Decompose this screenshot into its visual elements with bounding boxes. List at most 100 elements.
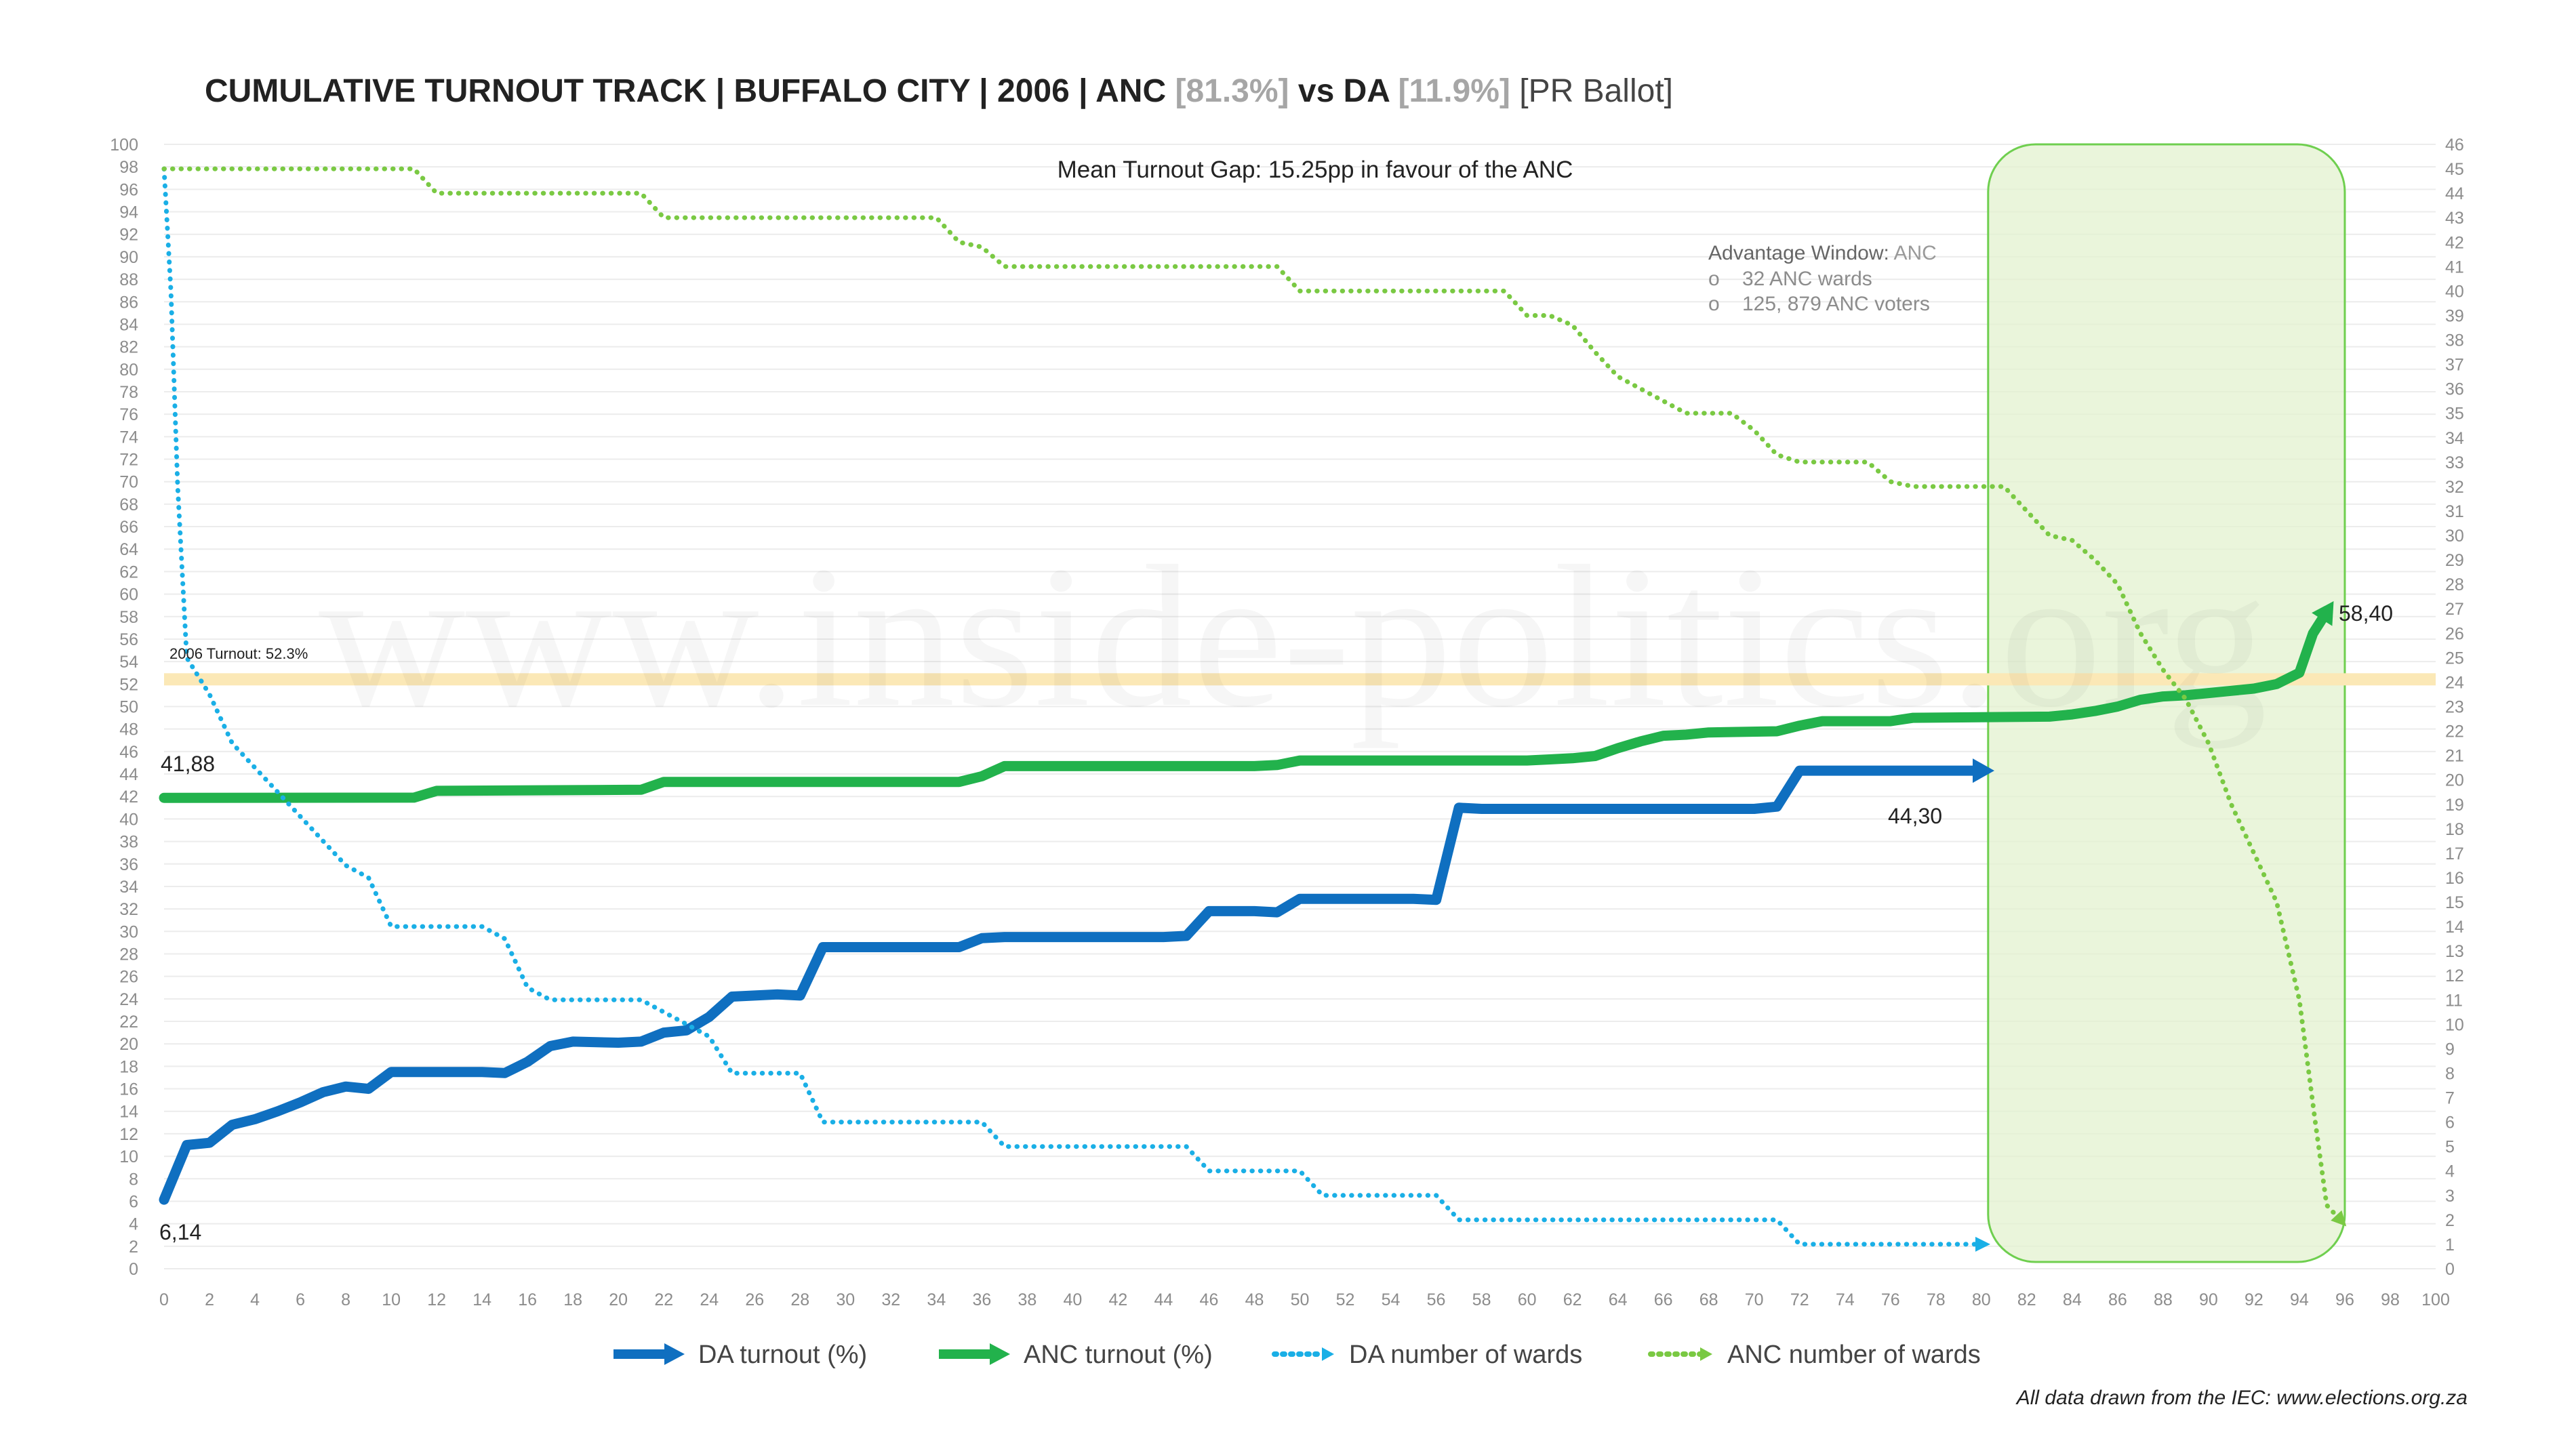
series-line-anc-turnout (159, 607, 2332, 803)
x-tick-label: 38 (1018, 1290, 1037, 1309)
right-tick-label: 10 (2445, 1015, 2464, 1034)
right-tick-label: 42 (2445, 233, 2464, 252)
x-tick-label: 62 (1563, 1290, 1582, 1309)
left-tick-label: 72 (119, 451, 138, 470)
x-tick-label: 90 (2199, 1290, 2218, 1309)
right-tick-label: 31 (2445, 502, 2464, 521)
left-tick-label: 54 (119, 653, 138, 672)
right-tick-label: 12 (2445, 966, 2464, 985)
x-tick-label: 74 (1836, 1290, 1855, 1309)
x-tick-label: 100 (2421, 1290, 2450, 1309)
left-tick-label: 12 (119, 1125, 138, 1144)
series-arrow-da-number-of-wards (1975, 1236, 1990, 1252)
left-tick-label: 48 (119, 720, 138, 739)
x-tick-label: 44 (1154, 1290, 1173, 1309)
turnout-reference-line (164, 673, 2436, 686)
da-end-label: 44,30 (1888, 804, 1942, 828)
legend-arrow-icon (1700, 1347, 1712, 1361)
right-tick-label: 41 (2445, 258, 2464, 277)
x-tick-label: 60 (1518, 1290, 1537, 1309)
da-start-label: 6,14 (159, 1220, 201, 1244)
reference-line-label: 2006 Turnout: 52.3% (169, 645, 308, 662)
left-tick-label: 90 (119, 248, 138, 267)
series-arrow-anc-number-of-wards (2331, 1210, 2347, 1227)
right-tick-label: 13 (2445, 942, 2464, 961)
title-suffix: [PR Ballot] (1510, 73, 1673, 109)
title-main: CUMULATIVE TURNOUT TRACK | BUFFALO CITY … (205, 73, 1175, 109)
left-tick-label: 46 (119, 743, 138, 762)
x-tick-label: 18 (563, 1290, 582, 1309)
reference-line-band (164, 673, 2436, 686)
right-tick-label: 6 (2445, 1114, 2455, 1132)
left-tick-label: 28 (119, 945, 138, 964)
x-tick-label: 30 (836, 1290, 855, 1309)
right-tick-label: 5 (2445, 1138, 2455, 1157)
left-tick-label: 64 (119, 540, 138, 559)
left-tick-label: 44 (119, 765, 138, 784)
x-tick-label: 86 (2108, 1290, 2127, 1309)
right-tick-label: 43 (2445, 209, 2464, 228)
right-tick-label: 0 (2445, 1260, 2455, 1279)
anc-start-label: 41,88 (161, 752, 215, 776)
right-tick-label: 1 (2445, 1236, 2455, 1254)
right-tick-label: 24 (2445, 673, 2464, 692)
x-tick-label: 24 (700, 1290, 719, 1309)
chart-subtitle: Mean Turnout Gap: 15.25pp in favour of t… (1058, 157, 1573, 183)
x-tick-label: 48 (1245, 1290, 1264, 1309)
left-tick-label: 6 (129, 1192, 138, 1211)
x-tick-label: 46 (1200, 1290, 1219, 1309)
left-tick-label: 74 (119, 428, 138, 447)
legend-label-anc-wards: ANC number of wards (1727, 1341, 1981, 1369)
x-tick-label: 20 (609, 1290, 628, 1309)
left-tick-label: 86 (119, 293, 138, 312)
right-tick-label: 44 (2445, 184, 2464, 203)
left-tick-label: 98 (119, 158, 138, 177)
right-tick-label: 33 (2445, 453, 2464, 472)
advantage-window-heading: Advantage Window: ANC (1708, 242, 1937, 264)
left-tick-label: 70 (119, 473, 138, 492)
x-tick-label: 54 (1382, 1290, 1401, 1309)
advantage-window (1987, 143, 2346, 1263)
x-tick-label: 2 (205, 1290, 214, 1309)
left-tick-label: 32 (119, 900, 138, 919)
right-tick-label: 30 (2445, 527, 2464, 546)
chart-title: CUMULATIVE TURNOUT TRACK | BUFFALO CITY … (205, 73, 1673, 109)
left-tick-label: 24 (119, 990, 138, 1009)
right-tick-label: 7 (2445, 1089, 2455, 1108)
right-tick-label: 39 (2445, 306, 2464, 325)
right-tick-label: 4 (2445, 1162, 2455, 1181)
x-tick-label: 52 (1336, 1290, 1355, 1309)
source-note: All data drawn from the IEC: www.electio… (2015, 1387, 2468, 1409)
left-tick-label: 68 (119, 495, 138, 514)
x-tick-label: 28 (790, 1290, 809, 1309)
right-tick-label: 20 (2445, 771, 2464, 790)
x-tick-label: 72 (1790, 1290, 1809, 1309)
right-tick-label: 18 (2445, 820, 2464, 839)
right-tick-label: 34 (2445, 429, 2464, 448)
left-tick-label: 88 (119, 270, 138, 289)
left-tick-label: 36 (119, 855, 138, 874)
left-tick-label: 42 (119, 788, 138, 807)
x-tick-label: 16 (518, 1290, 537, 1309)
right-tick-label: 22 (2445, 722, 2464, 741)
left-tick-label: 2 (129, 1238, 138, 1257)
left-tick-label: 50 (119, 698, 138, 717)
advantage-bullet-marker: o (1708, 293, 1720, 315)
right-tick-label: 19 (2445, 796, 2464, 815)
right-tick-label: 3 (2445, 1187, 2455, 1206)
left-tick-label: 96 (119, 180, 138, 199)
left-tick-label: 0 (129, 1260, 138, 1279)
left-tick-label: 34 (119, 878, 138, 897)
x-tick-label: 76 (1881, 1290, 1900, 1309)
x-tick-label: 70 (1745, 1290, 1764, 1309)
x-tick-label: 98 (2381, 1290, 2400, 1309)
series-lines (159, 166, 2347, 1252)
advantage-bullet-marker: o (1708, 268, 1720, 290)
x-tick-label: 4 (250, 1290, 260, 1309)
legend-label-anc-turnout: ANC turnout (%) (1024, 1341, 1213, 1369)
right-tick-label: 32 (2445, 478, 2464, 497)
right-tick-label: 29 (2445, 551, 2464, 570)
advantage-party: ANC (1889, 242, 1937, 264)
x-tick-label: 0 (159, 1290, 169, 1309)
x-tick-label: 66 (1654, 1290, 1673, 1309)
